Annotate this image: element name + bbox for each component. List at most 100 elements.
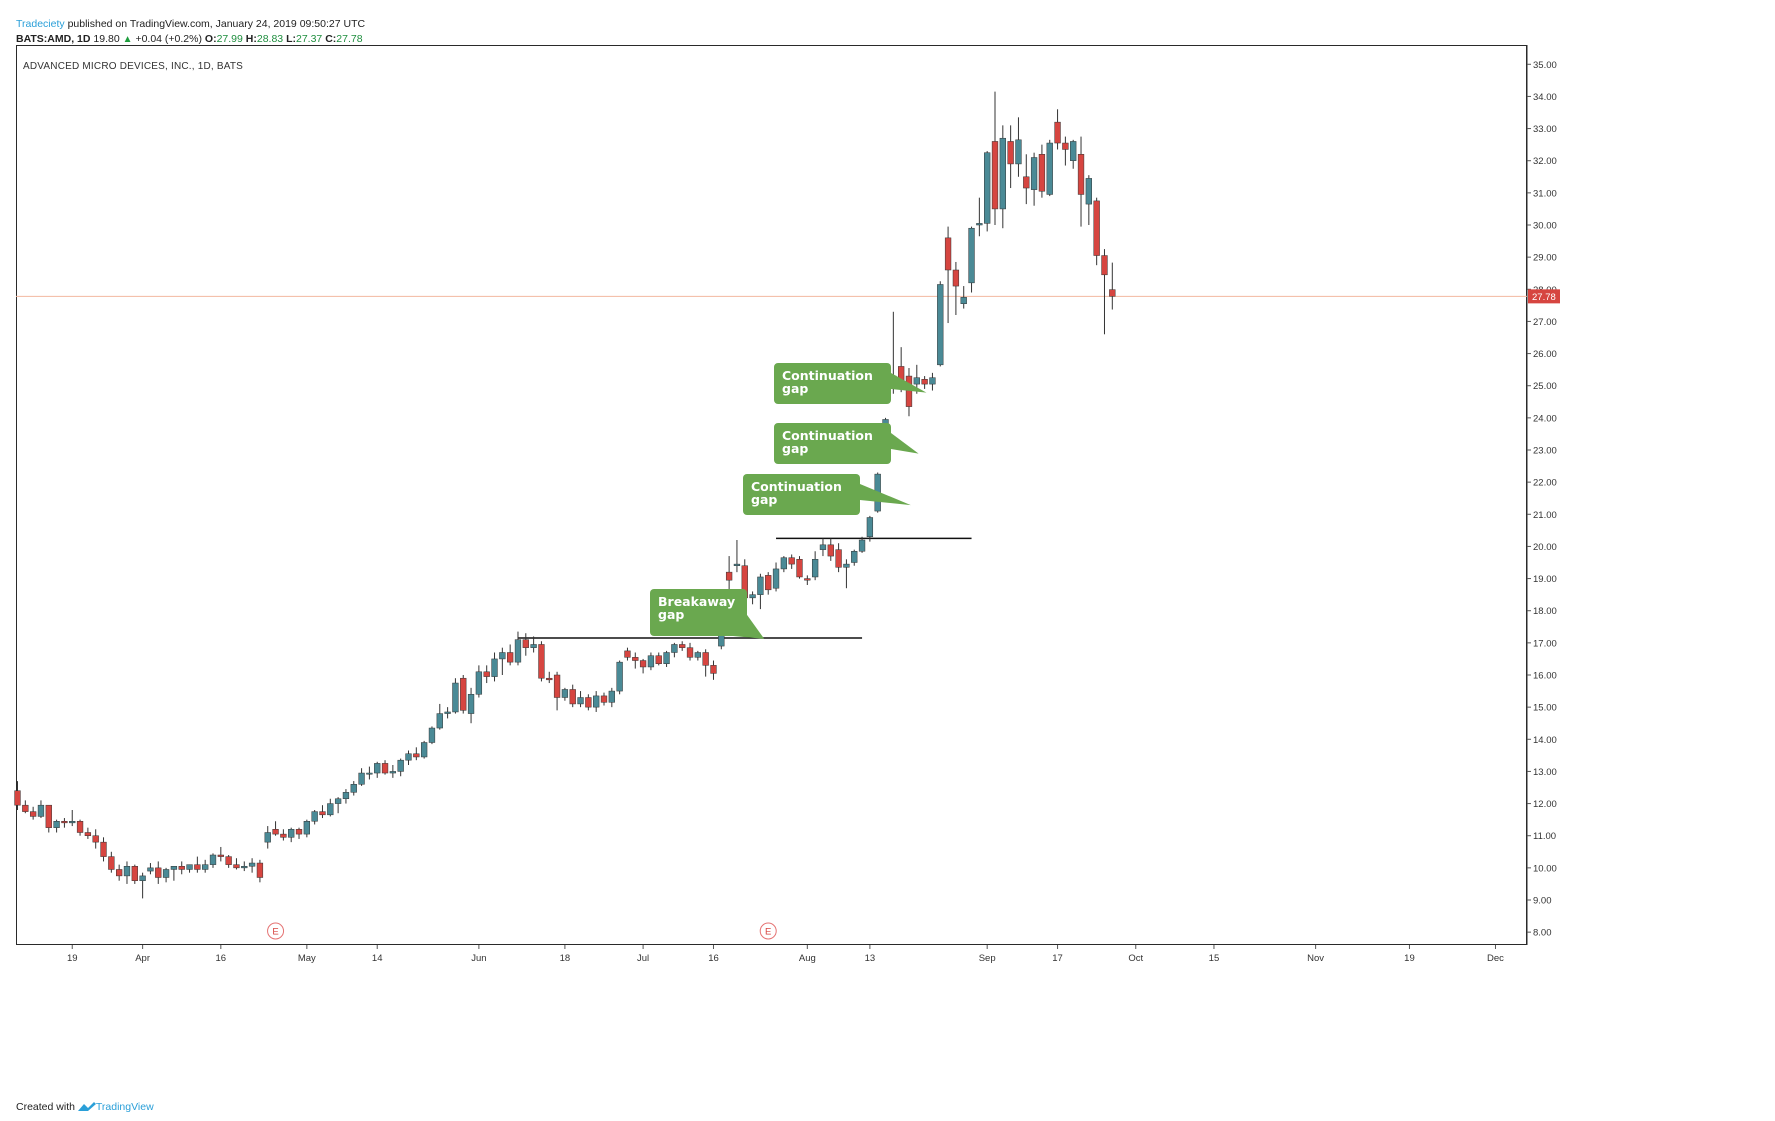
- callout-box[interactable]: [774, 423, 891, 464]
- footer: Created with TradingView: [16, 1101, 154, 1113]
- candle-up: [1030, 157, 1038, 190]
- candle-up: [1085, 178, 1092, 205]
- tradingview-logo-icon: [77, 1102, 96, 1111]
- earnings-marker[interactable]: [267, 922, 285, 940]
- candle-up: [913, 377, 920, 385]
- candle-up: [780, 557, 788, 570]
- candle-up: [968, 227, 975, 284]
- candle-down: [765, 575, 772, 591]
- candle-down: [319, 811, 326, 816]
- candle-down: [569, 689, 576, 705]
- candle-down: [546, 677, 553, 681]
- candle-down: [84, 832, 92, 836]
- candle-up: [843, 563, 850, 568]
- candle-up: [694, 652, 701, 658]
- y-tick-label: 10.00: [1533, 863, 1557, 874]
- candle-down: [108, 856, 115, 870]
- y-tick-label: 26.00: [1533, 349, 1557, 360]
- candle-down: [460, 677, 467, 711]
- candle-up: [984, 152, 991, 224]
- x-tick-label: 17: [1052, 953, 1063, 964]
- earnings-marker-label: E: [765, 927, 771, 938]
- earnings-marker[interactable]: [759, 922, 777, 940]
- x-tick-label: 13: [865, 953, 876, 964]
- candle-down: [1062, 142, 1069, 150]
- y-tick-label: 35.00: [1533, 60, 1557, 71]
- candle-up: [749, 594, 756, 599]
- candle-up: [139, 875, 146, 881]
- chart-title: ADVANCED MICRO DEVICES, INC., 1D, BATS: [23, 61, 244, 72]
- candle-down: [553, 674, 561, 698]
- candle-up: [123, 866, 131, 877]
- callout-text: gap: [782, 441, 808, 456]
- y-tick-label: 29.00: [1533, 253, 1557, 264]
- candle-down: [45, 804, 52, 828]
- candle-down: [655, 655, 662, 665]
- callout-box[interactable]: [774, 363, 891, 404]
- author-link[interactable]: Tradeciety: [16, 18, 65, 30]
- candle-up: [866, 517, 874, 538]
- tradingview-link[interactable]: TradingView: [95, 1101, 154, 1113]
- high-label: H:: [245, 33, 257, 45]
- candle-down: [507, 652, 514, 663]
- candle-up: [772, 568, 780, 589]
- candle-up: [264, 832, 271, 843]
- callout-text: gap: [751, 492, 777, 507]
- candle-down: [1023, 176, 1030, 189]
- y-tick-label: 15.00: [1533, 703, 1557, 714]
- candle-up: [1046, 142, 1053, 195]
- candle-up: [530, 644, 537, 648]
- candle-down: [796, 559, 803, 578]
- callout-pointer: [860, 484, 911, 506]
- callout-box[interactable]: [743, 474, 860, 515]
- candle-up: [819, 544, 827, 550]
- y-tick-label: 18.00: [1533, 606, 1557, 617]
- candle-up: [593, 695, 600, 708]
- x-tick-label: 16: [216, 953, 227, 964]
- candle-down: [14, 790, 21, 806]
- callout-box[interactable]: [650, 589, 747, 636]
- candle-down: [413, 753, 420, 758]
- x-tick-label: 14: [372, 953, 383, 964]
- candle-down: [639, 660, 647, 668]
- y-tick-label: 19.00: [1533, 574, 1557, 585]
- x-tick-label: 15: [1209, 953, 1220, 964]
- candle-up: [350, 784, 357, 793]
- candle-down: [61, 821, 68, 824]
- candle-down: [155, 867, 162, 878]
- y-tick-label: 30.00: [1533, 221, 1557, 232]
- candle-up: [420, 742, 428, 758]
- candle-down: [679, 644, 686, 648]
- candle-down: [1109, 289, 1116, 297]
- candle-down: [600, 695, 608, 703]
- candle-down: [194, 864, 201, 870]
- candle-down: [624, 650, 631, 658]
- low-value: 27.37: [296, 33, 323, 45]
- y-tick-label: 33.00: [1533, 124, 1557, 135]
- candle-down: [1007, 141, 1014, 165]
- candle-down: [788, 557, 795, 565]
- y-tick-label: 25.00: [1533, 381, 1557, 392]
- candle-down: [92, 835, 99, 843]
- candle-down: [233, 864, 240, 869]
- symbol-info: BATS:AMD, 1D 19.80 ▲ +0.04 (+0.2%) O:27.…: [16, 33, 363, 45]
- candle-up: [1015, 139, 1022, 165]
- candle-up: [1070, 141, 1077, 161]
- candle-down: [585, 697, 592, 708]
- candle-up: [577, 697, 584, 705]
- x-tick-label: Nov: [1307, 953, 1324, 964]
- y-tick-label: 13.00: [1533, 767, 1557, 778]
- candle-up: [960, 297, 967, 305]
- candle-down: [710, 665, 717, 674]
- candle-up: [757, 576, 764, 595]
- callout-text: gap: [782, 381, 808, 396]
- y-tick-label: 21.00: [1533, 510, 1557, 521]
- candle-up: [663, 652, 670, 664]
- candle-up: [311, 811, 318, 822]
- candle-down: [22, 804, 29, 812]
- callout-text: Breakaway: [658, 594, 735, 609]
- x-tick-label: Jun: [471, 953, 486, 964]
- candle-up: [186, 864, 193, 870]
- candle-down: [522, 639, 529, 648]
